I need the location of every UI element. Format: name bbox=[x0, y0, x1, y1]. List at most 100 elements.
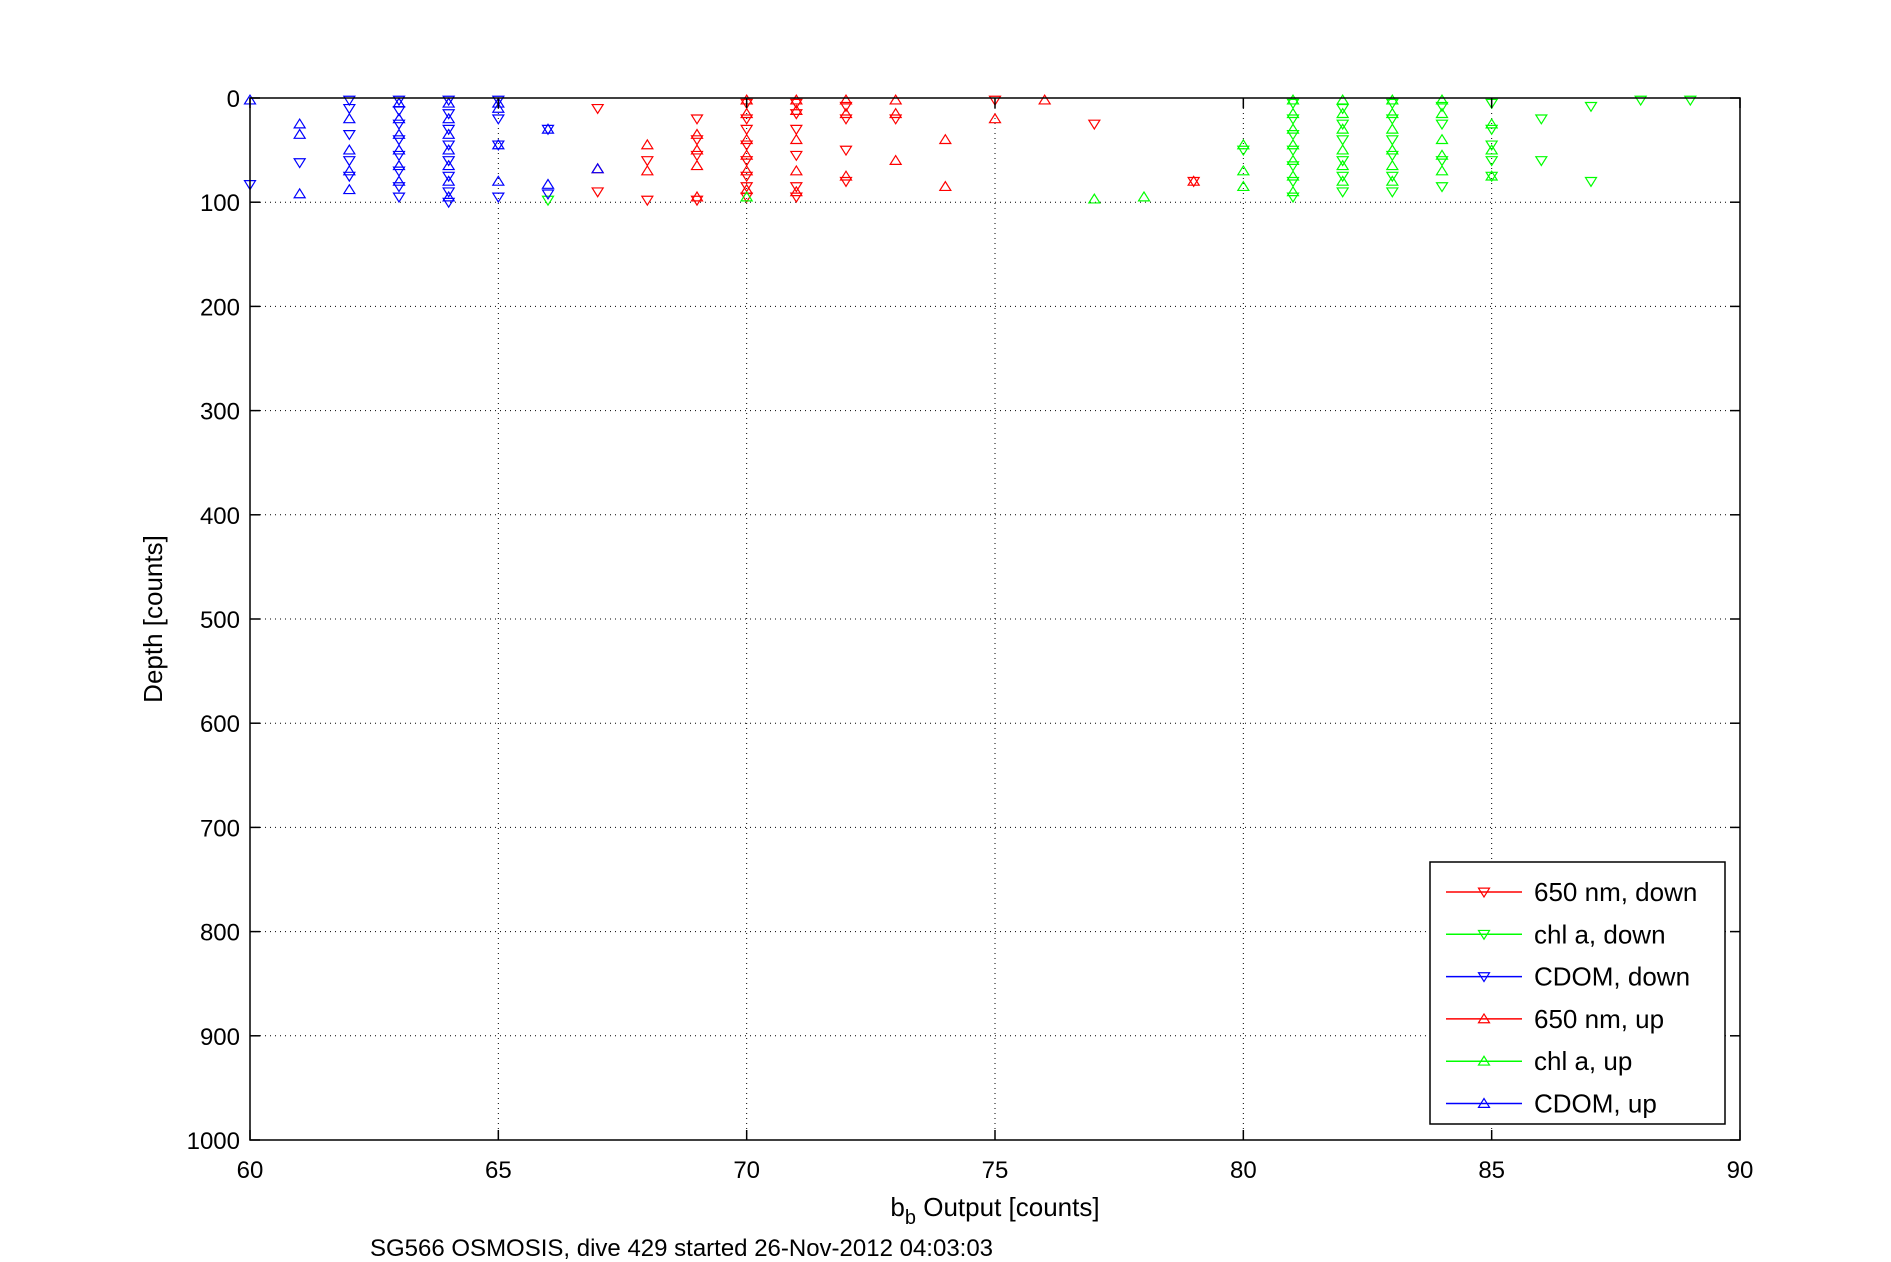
data-point bbox=[392, 182, 406, 193]
legend-item: 650 nm, up bbox=[1446, 1004, 1664, 1034]
data-point bbox=[442, 112, 456, 124]
data-point bbox=[1336, 187, 1350, 198]
data-point bbox=[541, 123, 555, 134]
legend-items: 650 nm, down chl a, down CDOM, down 650 nm,… bbox=[1446, 877, 1697, 1119]
data-point bbox=[1385, 171, 1399, 183]
data-point bbox=[740, 156, 754, 167]
data-point bbox=[342, 112, 356, 124]
data-point bbox=[1634, 95, 1648, 107]
data-point bbox=[839, 101, 853, 113]
data-point bbox=[1286, 94, 1300, 105]
data-point bbox=[640, 195, 654, 207]
data-point bbox=[541, 178, 555, 189]
data-point bbox=[392, 135, 406, 146]
data-point bbox=[1485, 170, 1499, 181]
legend-swatch-marker bbox=[1477, 887, 1491, 899]
data-point bbox=[1485, 144, 1499, 155]
data-point bbox=[392, 144, 406, 155]
data-point bbox=[1336, 144, 1350, 155]
data-point bbox=[1286, 107, 1300, 119]
data-point bbox=[491, 114, 505, 125]
series-2 bbox=[243, 95, 555, 209]
legend-swatch-marker bbox=[1477, 972, 1491, 983]
data-point bbox=[442, 197, 456, 209]
data-point bbox=[1485, 156, 1499, 167]
data-point bbox=[740, 107, 754, 119]
data-point bbox=[1286, 170, 1300, 181]
data-point bbox=[1385, 159, 1399, 171]
data-point bbox=[1435, 156, 1449, 167]
data-point bbox=[1584, 101, 1598, 113]
data-point bbox=[839, 176, 853, 188]
legend-swatch-marker bbox=[1477, 1055, 1491, 1066]
data-point bbox=[342, 171, 356, 183]
y-tick-label: 900 bbox=[200, 1024, 240, 1051]
x-tick-label: 60 bbox=[237, 1157, 264, 1184]
data-point bbox=[491, 175, 505, 186]
x-axis-title-rest: Output [counts] bbox=[916, 1192, 1100, 1222]
data-point bbox=[640, 156, 654, 167]
x-axis-title-main: b bbox=[890, 1192, 904, 1222]
data-point bbox=[442, 97, 456, 108]
data-point bbox=[442, 175, 456, 186]
data-point bbox=[1385, 123, 1399, 134]
data-point bbox=[789, 164, 803, 176]
data-point bbox=[392, 95, 406, 107]
data-point bbox=[342, 144, 356, 155]
data-point bbox=[690, 150, 704, 162]
data-point bbox=[740, 182, 754, 193]
data-point bbox=[690, 159, 704, 171]
x-tick-label: 85 bbox=[1478, 1157, 1505, 1184]
legend-label: chl a, up bbox=[1534, 1046, 1632, 1076]
legend-label: CDOM, up bbox=[1534, 1089, 1657, 1119]
x-axis-title-subscript: b bbox=[905, 1207, 916, 1229]
y-tick-label: 100 bbox=[200, 190, 240, 217]
data-point bbox=[293, 158, 307, 169]
data-point bbox=[491, 102, 505, 113]
data-point bbox=[740, 149, 754, 160]
legend: 650 nm, down chl a, down CDOM, down 650 nm,… bbox=[1429, 861, 1726, 1125]
data-point bbox=[1683, 95, 1697, 107]
data-point bbox=[591, 103, 605, 115]
data-point bbox=[1236, 145, 1250, 157]
data-point bbox=[1236, 164, 1250, 176]
data-point bbox=[1336, 159, 1350, 171]
legend-swatch-marker bbox=[1477, 1012, 1491, 1024]
data-point bbox=[889, 154, 903, 165]
data-points bbox=[243, 94, 1697, 209]
data-point bbox=[1385, 114, 1399, 125]
data-point bbox=[1435, 149, 1449, 160]
data-point bbox=[1286, 176, 1300, 188]
data-point bbox=[1435, 101, 1449, 113]
data-point bbox=[690, 128, 704, 139]
data-point bbox=[442, 128, 456, 139]
y-tick-label: 800 bbox=[200, 920, 240, 947]
data-point bbox=[839, 94, 853, 105]
y-axis-title: Depth [counts] bbox=[138, 535, 168, 703]
data-point bbox=[789, 150, 803, 162]
legend-box bbox=[1429, 861, 1726, 1125]
x-tick-label: 90 bbox=[1727, 1157, 1754, 1184]
data-point bbox=[1435, 94, 1449, 105]
data-point bbox=[690, 144, 704, 155]
data-point bbox=[442, 144, 456, 155]
data-point bbox=[1385, 107, 1399, 119]
x-tick-label: 75 bbox=[982, 1157, 1009, 1184]
data-point bbox=[889, 94, 903, 105]
series-5 bbox=[243, 94, 605, 202]
data-point bbox=[789, 192, 803, 204]
legend-item: CDOM, down bbox=[1446, 962, 1690, 992]
data-point bbox=[740, 140, 754, 151]
legend-label: CDOM, down bbox=[1534, 962, 1690, 992]
data-point bbox=[1286, 185, 1300, 197]
data-point bbox=[1087, 192, 1101, 204]
data-point bbox=[789, 133, 803, 145]
data-point bbox=[442, 171, 456, 183]
legend-item: chl a, down bbox=[1446, 919, 1666, 949]
data-point bbox=[1435, 119, 1449, 131]
data-point bbox=[1485, 124, 1499, 136]
legend-item: CDOM, up bbox=[1446, 1089, 1657, 1119]
x-tick-labels: 60 65 70 75 80 85 90 bbox=[237, 1157, 1754, 1184]
data-point bbox=[1584, 176, 1598, 188]
